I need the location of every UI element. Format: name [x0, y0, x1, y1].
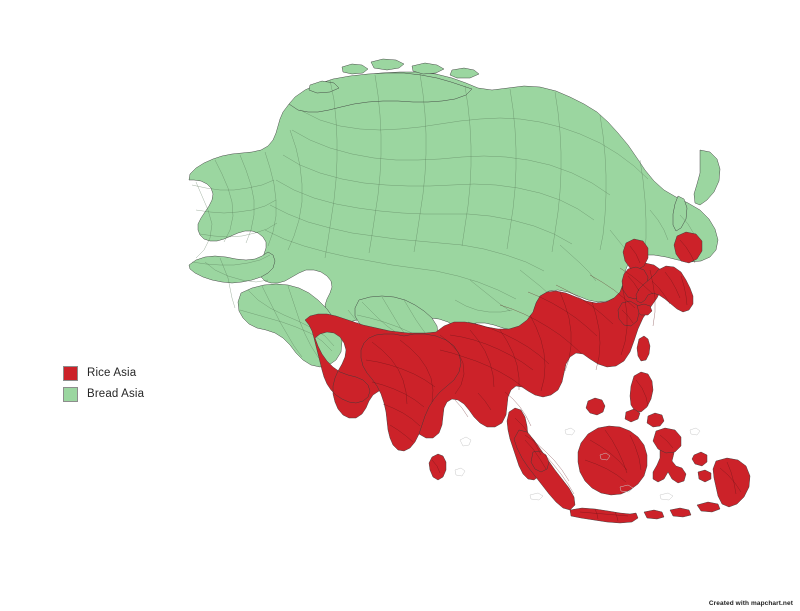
region-luzon[interactable] [630, 372, 653, 412]
region-borneo[interactable] [578, 426, 647, 495]
region-japan-hokkaido[interactable] [674, 232, 702, 263]
region-palawan[interactable] [625, 409, 640, 422]
legend-item-bread-asia[interactable]: Bread Asia [63, 387, 144, 402]
region-group-bread-asia[interactable] [189, 59, 720, 367]
region-papua[interactable] [713, 458, 750, 507]
region-north-korea[interactable] [623, 239, 648, 270]
region-bread-asia-arctic-coast[interactable] [289, 73, 472, 112]
unclassified-islets [454, 427, 701, 501]
region-arctic-island-d[interactable] [450, 68, 479, 78]
legend-swatch-bread-asia [63, 387, 78, 402]
mapchart-credit: Created with mapchart.net [708, 600, 793, 607]
region-sakhalin[interactable] [673, 196, 687, 231]
subdivision-lines-red [366, 240, 741, 521]
region-rice-india[interactable] [361, 334, 461, 451]
region-timor[interactable] [697, 502, 720, 512]
region-maluku-2[interactable] [698, 470, 711, 482]
region-taiwan[interactable] [637, 336, 650, 361]
legend-label-bread-asia: Bread Asia [87, 388, 145, 400]
region-lesser-sunda-2[interactable] [670, 508, 691, 517]
legend-swatch-rice-asia [63, 366, 78, 381]
legend-item-rice-asia[interactable]: Rice Asia [63, 366, 144, 381]
region-visayas[interactable] [647, 413, 664, 427]
region-novaya-zemlya[interactable] [309, 81, 339, 93]
region-group-rice-asia[interactable] [305, 232, 750, 523]
region-japan-kyushu[interactable] [618, 301, 639, 326]
region-java[interactable] [570, 508, 638, 523]
region-arctic-island-b[interactable] [371, 59, 404, 70]
region-maluku[interactable] [692, 452, 707, 466]
region-kamchatka[interactable] [694, 150, 720, 205]
subdivision-lines-green [192, 74, 698, 365]
region-sulawesi[interactable] [653, 444, 686, 483]
map-legend[interactable]: Rice Asia Bread Asia [63, 366, 144, 402]
region-lesser-sunda[interactable] [644, 510, 664, 519]
region-arctic-island-a[interactable] [342, 64, 368, 74]
legend-label-rice-asia: Rice Asia [87, 367, 137, 379]
region-arctic-island-c[interactable] [412, 63, 444, 74]
region-mindanao[interactable] [653, 428, 681, 453]
region-japan-honshu[interactable] [636, 266, 693, 312]
region-hainan[interactable] [586, 398, 605, 415]
region-turkey[interactable] [189, 252, 275, 283]
